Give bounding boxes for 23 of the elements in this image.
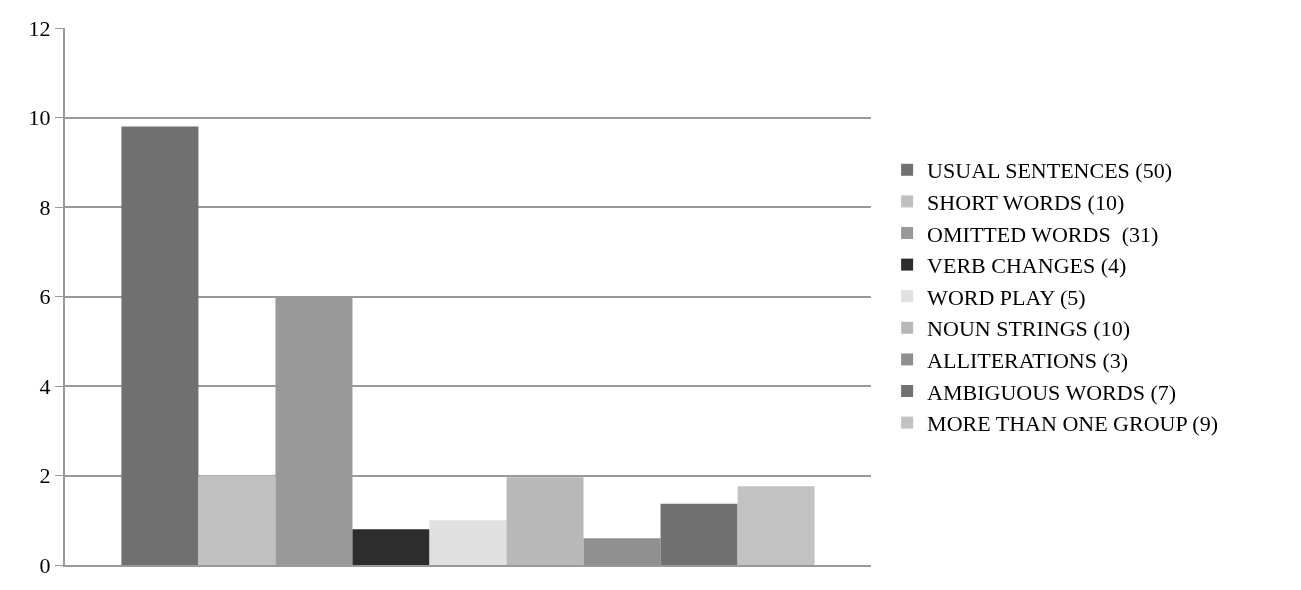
y-tick-label: 2 [39,463,51,489]
bar [352,529,430,565]
bar [198,475,276,565]
legend-label: AMBIGUOUS WORDS (7) [927,379,1177,405]
y-tick-label: 6 [39,284,51,310]
y-tick-label: 12 [28,15,51,41]
legend-label: NOUN STRINGS (10) [927,316,1131,342]
legend-label: SHORT WORDS (10) [927,189,1125,215]
bar [737,486,815,565]
bar [429,520,507,565]
legend-label: OMITTED WORDS (31) [927,221,1159,247]
legend-label: ALLITERATIONS (3) [927,347,1129,373]
bar [506,477,584,565]
y-tick-label: 0 [39,552,51,578]
legend-label: VERB CHANGES (4) [927,253,1127,279]
y-tick-label: 4 [39,373,51,399]
legend-label: WORD PLAY (5) [927,284,1086,310]
y-tick-label: 10 [28,105,51,131]
y-tick-label: 8 [39,194,51,220]
legend-label: MORE THAN ONE GROUP (9) [927,411,1219,437]
bar [660,503,738,565]
bar [121,126,199,565]
legend-label: USUAL SENTENCES (50) [927,158,1172,184]
